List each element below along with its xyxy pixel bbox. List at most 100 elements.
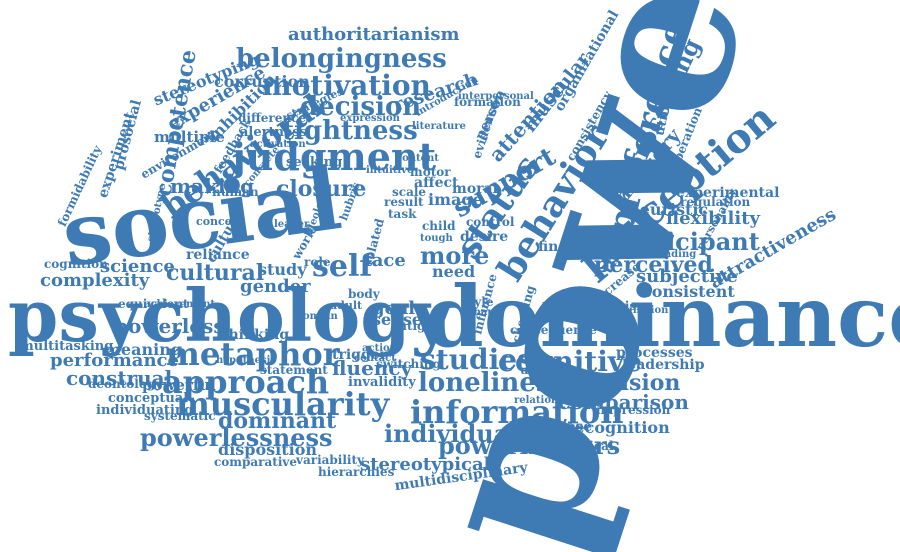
cloud-word-consequence: consequence (510, 323, 597, 337)
cloud-word-self: self (312, 249, 373, 284)
cloud-word-authoritarianism: authoritarianism (288, 24, 460, 45)
cloud-word-cultural: cultural (166, 260, 265, 286)
cloud-word-sense: sense (372, 310, 423, 329)
cloud-word-recognition: recognition (566, 418, 670, 437)
cloud-word-difference: difference (238, 111, 307, 125)
cloud-word-content: content (396, 153, 439, 164)
cloud-word-cognition: cognition (44, 257, 108, 271)
cloud-word-metaphor: metaphor (166, 335, 340, 373)
cloud-word-affect: affect (414, 175, 459, 191)
cloud-word-relationship: relationship (514, 395, 582, 406)
cloud-word-seeking: seeking (286, 155, 343, 170)
cloud-word-tough: tough (420, 233, 453, 244)
cloud-word-impression: impression (596, 403, 671, 417)
cloud-word-leader: leader (274, 219, 310, 230)
cloud-word-action: action (362, 343, 397, 354)
cloud-word-motivation: motivation (262, 69, 431, 102)
cloud-word-leadership: leadership (622, 357, 705, 373)
cloud-word-processes: processes (616, 345, 693, 361)
cloud-word-more: more (420, 241, 490, 270)
cloud-word-decision: decision (300, 92, 422, 122)
cloud-word-statement: statement (260, 363, 328, 377)
cloud-word-science: science (100, 256, 175, 277)
cloud-word-corruption: corruption (214, 72, 310, 91)
cloud-word-scale: scale (392, 185, 427, 199)
cloud-word-consistent: consistent (642, 282, 735, 301)
cloud-word-adult: adult (330, 299, 363, 312)
cloud-word-image: image (428, 190, 483, 209)
cloud-word-invalidity: invalidity (348, 375, 416, 390)
cloud-word-deontological: deontological (522, 439, 614, 453)
cloud-word-human: human (212, 185, 259, 199)
cloud-word-intuitive: intuitive (366, 165, 414, 176)
cloud-word-achievement: achievement (144, 299, 216, 310)
cloud-word-heuristic: heuristic (628, 200, 709, 219)
cloud-word-desire: desire (460, 229, 509, 245)
cloud-word-powerlessness: powerlessness (140, 423, 333, 452)
cloud-word-study: study (258, 260, 307, 279)
cloud-word-domain: domain (296, 311, 338, 322)
cloud-word-concept: concept (196, 215, 245, 228)
cloud-word-literature: literature (412, 121, 466, 132)
cloud-word-fluency: fluency (332, 356, 413, 380)
cloud-word-control: control (466, 215, 515, 229)
cloud-word-closure: closure (276, 176, 367, 202)
cloud-word-understanding: understanding (614, 249, 697, 260)
cloud-word-multitasking: multitasking (20, 339, 114, 354)
cloud-word-hypothesis: hypothesis (216, 355, 277, 366)
cloud-word-switching: switching (376, 357, 441, 371)
cloud-word-dimension: dimension (552, 370, 681, 396)
cloud-word-psychology: psychology (8, 273, 453, 358)
cloud-word-increase: increase (526, 419, 593, 435)
cloud-word-shape: shape (468, 307, 501, 318)
cloud-word-universal: universal (520, 363, 583, 377)
cloud-word-disposition: disposition (218, 440, 317, 459)
cloud-word-powerful: powerful (142, 376, 216, 394)
cloud-word-formation: formation (454, 95, 521, 109)
cloud-word-gender: gender (240, 276, 311, 297)
cloud-word-trigger: trigger (332, 347, 388, 363)
cloud-word-interpersonal: interpersonal (458, 91, 534, 102)
cloud-word-child: child (422, 219, 456, 233)
cloud-word-complexity: complexity (40, 270, 150, 291)
cloud-word-studies: studies (420, 343, 533, 376)
cloud-word-face: face (364, 250, 406, 271)
cloud-word-individuating: individuating (96, 403, 194, 418)
cloud-word-subjective: subjective (636, 266, 738, 287)
cloud-word-acquisition: acquisition (606, 305, 669, 316)
cloud-word-dominant: dominant (218, 408, 337, 434)
cloud-word-construal: construal (66, 366, 173, 390)
cloud-word-individual: individual (384, 419, 519, 448)
cloud-word-body: body (348, 287, 380, 301)
cloud-word-thinking: thinking (222, 327, 290, 343)
cloud-word-muscularity: muscularity (176, 385, 390, 423)
cloud-word-systematic: systematic (144, 409, 216, 423)
cloud-word-comparison: comparison (558, 390, 689, 414)
cloud-word-reliance: reliance (186, 247, 250, 263)
cloud-word-judgment: judgment (232, 134, 437, 179)
cloud-word-style: style (462, 295, 494, 309)
cloud-word-equivalent: equivalent (118, 297, 189, 311)
cloud-word-alertness: alertness (240, 125, 307, 140)
cloud-word-performance: performance (50, 350, 179, 371)
cloud-word-role: role (304, 255, 331, 269)
cloud-word-perceived: perceived (594, 252, 713, 278)
cloud-word-information: information (410, 393, 624, 431)
cloud-word-experimental: experimental (676, 185, 780, 201)
cloud-word-multiple: multiple (154, 128, 225, 146)
cloud-word-activation: activation (250, 139, 306, 150)
cloud-word-making: making (170, 174, 255, 198)
cloud-word-task: task (388, 207, 417, 221)
cloud-word-loneliness: loneliness (418, 368, 566, 398)
cloud-word-powerless: powerless (114, 314, 225, 338)
cloud-word-expression: expression (340, 113, 400, 124)
cloud-word-dominance: dominance (425, 267, 900, 366)
cloud-word-flexibility: flexibility (666, 208, 760, 229)
cloud-word-cognitive: cognitive (498, 345, 642, 378)
cloud-word-hierarchies: hierarchies (318, 465, 395, 479)
cloud-word-result: result (384, 195, 424, 209)
cloud-word-variability: variability (296, 453, 364, 467)
cloud-word-deontology: deontology (88, 377, 163, 391)
cloud-word-approach: approach (162, 363, 330, 401)
